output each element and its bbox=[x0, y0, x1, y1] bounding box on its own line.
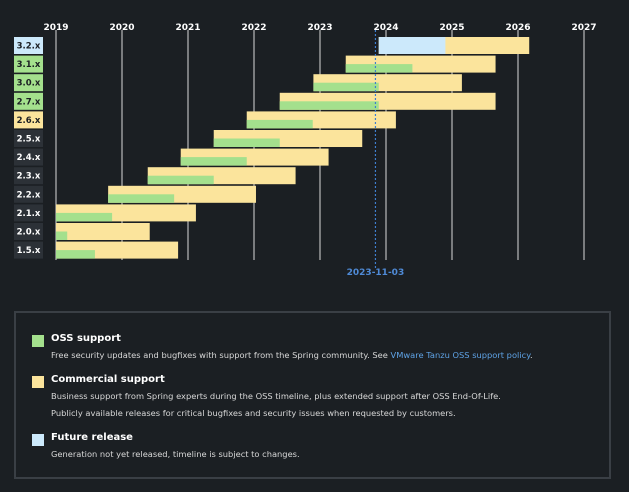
version-badge-3-2-x bbox=[14, 37, 43, 54]
commercial-desc-line1: Business support from Spring experts dur… bbox=[51, 391, 501, 401]
version-label-2-2-x: 2.2.x bbox=[17, 190, 41, 200]
year-label-2022: 2022 bbox=[241, 23, 266, 33]
oss-title: OSS support bbox=[51, 333, 121, 344]
version-label-3-1-x: 3.1.x bbox=[17, 60, 41, 70]
version-label-2-5-x: 2.5.x bbox=[17, 135, 41, 145]
version-badge-2-5-x bbox=[14, 130, 43, 147]
version-badge-2-2-x bbox=[14, 185, 43, 203]
version-label-3-2-x: 3.2.x bbox=[17, 42, 41, 52]
oss-bar-3-0-x bbox=[313, 82, 379, 92]
legend-panel: OSS support Free security updates and bu… bbox=[14, 311, 611, 479]
oss-bar-2-4-x bbox=[180, 157, 247, 166]
today-label: 2023-11-03 bbox=[347, 268, 405, 278]
version-label-2-7-x: 2.7.x bbox=[17, 97, 41, 107]
version-badge-2-1-x bbox=[14, 204, 43, 222]
version-badge-2-7-x bbox=[14, 92, 43, 110]
commercial-swatch bbox=[32, 376, 44, 388]
version-label-2-4-x: 2.4.x bbox=[17, 153, 41, 163]
oss-bar-2-1-x bbox=[56, 212, 113, 222]
oss-bar-2-3-x bbox=[147, 175, 214, 185]
version-label-3-0-x: 3.0.x bbox=[17, 79, 41, 89]
year-label-2026: 2026 bbox=[505, 23, 530, 33]
year-label-2021: 2021 bbox=[175, 23, 200, 33]
version-badge-2-4-x bbox=[14, 148, 43, 166]
version-label-2-1-x: 2.1.x bbox=[17, 209, 41, 219]
version-badge-2-6-x bbox=[14, 111, 43, 129]
oss-swatch bbox=[32, 335, 44, 347]
oss-bar-2-2-x bbox=[108, 194, 175, 203]
oss-description: Free security updates and bugfixes with … bbox=[51, 350, 533, 360]
future-swatch bbox=[32, 434, 44, 446]
year-label-2024: 2024 bbox=[373, 23, 398, 33]
future-bar-3-2-x bbox=[378, 37, 446, 54]
oss-bar-1-5-x bbox=[56, 250, 95, 259]
version-label-2-6-x: 2.6.x bbox=[17, 116, 41, 126]
oss-policy-link[interactable]: VMware Tanzu OSS support policy bbox=[390, 350, 530, 360]
year-label-2020: 2020 bbox=[109, 23, 134, 33]
year-label-2027: 2027 bbox=[571, 23, 596, 33]
version-label-2-0-x: 2.0.x bbox=[17, 228, 41, 238]
version-label-2-3-x: 2.3.x bbox=[17, 172, 41, 182]
year-label-2025: 2025 bbox=[439, 23, 464, 33]
oss-bar-2-0-x bbox=[56, 231, 68, 240]
oss-bar-3-1-x bbox=[345, 64, 413, 73]
commercial-desc-line2: Publicly available releases for critical… bbox=[51, 408, 456, 418]
version-label-1-5-x: 1.5.x bbox=[17, 246, 41, 256]
version-badge-2-3-x bbox=[14, 167, 43, 185]
commercial-bar-2-0-x bbox=[56, 223, 150, 240]
oss-desc-suffix: . bbox=[529, 350, 533, 360]
version-badge-3-1-x bbox=[14, 55, 43, 73]
version-badge-3-0-x bbox=[14, 74, 43, 92]
oss-bar-2-7-x bbox=[279, 101, 379, 110]
oss-bar-2-6-x bbox=[246, 119, 313, 129]
future-desc: Generation not yet released, timeline is… bbox=[51, 449, 300, 459]
version-badge-1-5-x bbox=[14, 241, 43, 259]
support-timeline-chart: 2019 2020 2021 2022 2023 2024 2025 2026 2027 3.2.… bbox=[14, 23, 597, 278]
future-title: Future release bbox=[51, 432, 133, 443]
year-label-2019: 2019 bbox=[43, 23, 68, 33]
oss-bar-2-5-x bbox=[213, 138, 280, 147]
version-badge-2-0-x bbox=[14, 223, 43, 240]
commercial-title: Commercial support bbox=[51, 374, 165, 385]
oss-desc-text: Free security updates and bugfixes with … bbox=[51, 350, 391, 360]
year-label-2023: 2023 bbox=[307, 23, 332, 33]
